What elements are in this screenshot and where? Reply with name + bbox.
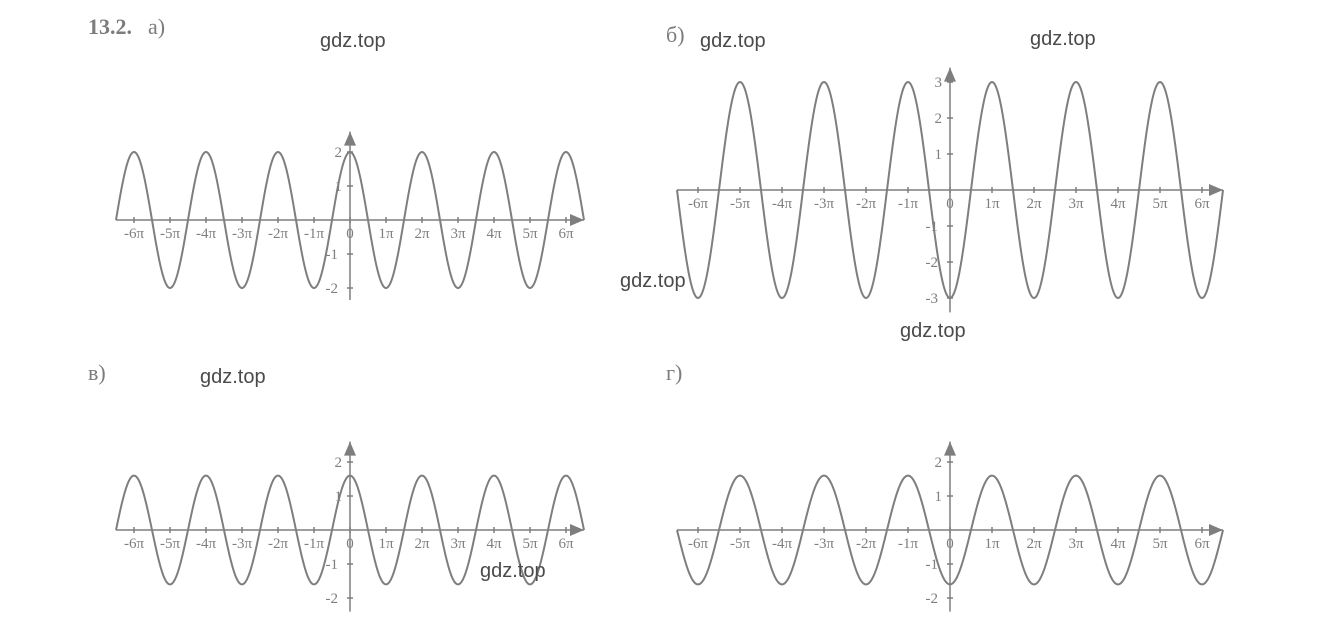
x-tick-label: 4π	[1110, 536, 1126, 552]
x-tick-label: 6π	[1194, 196, 1210, 212]
chart-v: -6π-5π-4π-3π-2π-1π01π2π3π4π5π6π-2-112	[60, 380, 620, 630]
x-tick-label: -3π	[814, 536, 834, 552]
x-tick-label: 5π	[1152, 196, 1168, 212]
x-tick-label: -2π	[268, 226, 288, 242]
x-tick-label: 2π	[414, 226, 430, 242]
x-tick-label: 1π	[984, 196, 1000, 212]
y-tick-label: -2	[326, 281, 339, 297]
x-tick-label: 5π	[522, 226, 538, 242]
y-tick-label: -1	[926, 219, 939, 235]
chart-b: -6π -5π -4π -3π -2π -1π 0 1π 2π 3π 4π 5π 6π -3 -2 -1 1 2 3	[640, 20, 1260, 330]
problem-number: 13.2.	[88, 14, 132, 40]
x-axis-arrow	[570, 524, 584, 536]
y-tick-label: 2	[935, 111, 943, 127]
x-tick-label: -5π	[730, 196, 750, 212]
x-tick-label: -1π	[304, 536, 324, 552]
x-tick-label: -3π	[814, 196, 834, 212]
y-tick-label: -2	[326, 591, 339, 607]
x-tick-label: -2π	[856, 536, 876, 552]
chart-g: -6π-5π-4π-3π-2π-1π01π2π3π4π5π6π-2-112	[640, 380, 1260, 630]
x-tick-label: 3π	[1068, 196, 1084, 212]
x-tick-label: 6π	[558, 536, 574, 552]
x-tick-label: 2π	[1026, 536, 1042, 552]
x-tick-label: 1π	[378, 536, 394, 552]
x-tick-label: 5π	[522, 536, 538, 552]
x-tick-label: -5π	[160, 226, 180, 242]
y-tick-label: 1	[935, 489, 943, 505]
x-tick-label: -3π	[232, 226, 252, 242]
x-tick-label: -1π	[304, 226, 324, 242]
x-axis-arrow	[1209, 184, 1223, 196]
x-tick-label: -4π	[772, 536, 792, 552]
x-tick-label: 0	[346, 226, 354, 242]
y-tick-label: 2	[935, 455, 943, 471]
x-tick-label: -6π	[124, 536, 144, 552]
subplot-label-a: а)	[148, 14, 165, 40]
chart-a: -6π-5π-4π-3π-2π-1π01π2π3π4π5π6π-2-112	[60, 60, 620, 300]
x-tick-label: 3π	[1068, 536, 1084, 552]
x-tick-label: -4π	[196, 536, 216, 552]
x-tick-label: 3π	[450, 226, 466, 242]
x-tick-label: 2π	[1026, 196, 1042, 212]
x-tick-label: 0	[346, 536, 354, 552]
y-axis-arrow	[344, 132, 356, 146]
x-tick-label: -6π	[688, 536, 708, 552]
x-tick-label: 6π	[558, 226, 574, 242]
x-tick-label: -2π	[268, 536, 288, 552]
watermark: gdz.top	[480, 560, 546, 583]
y-tick-label: -3	[926, 291, 939, 307]
y-tick-label: 2	[335, 455, 343, 471]
watermark: gdz.top	[700, 30, 766, 53]
watermark: gdz.top	[620, 270, 686, 293]
watermark: gdz.top	[200, 366, 266, 389]
y-axis-arrow	[344, 442, 356, 456]
watermark: gdz.top	[1030, 28, 1096, 51]
y-tick-label: 3	[935, 75, 943, 91]
x-tick-label: 0	[946, 536, 954, 552]
x-axis-arrow	[1209, 524, 1223, 536]
x-tick-label: 1π	[378, 226, 394, 242]
x-tick-label: 6π	[1194, 536, 1210, 552]
x-tick-label: 5π	[1152, 536, 1168, 552]
x-tick-label: -4π	[196, 226, 216, 242]
x-axis-arrow	[570, 214, 584, 226]
watermark: gdz.top	[900, 320, 966, 343]
x-tick-label: -1π	[898, 536, 918, 552]
x-tick-label: -1π	[898, 196, 918, 212]
x-tick-label: -6π	[688, 196, 708, 212]
y-tick-label: -1	[326, 557, 339, 573]
x-tick-label: -3π	[232, 536, 252, 552]
x-tick-label: 4π	[486, 536, 502, 552]
x-tick-label: -6π	[124, 226, 144, 242]
x-tick-label: 4π	[486, 226, 502, 242]
y-tick-label: 2	[335, 145, 343, 161]
x-tick-label: 0	[946, 196, 954, 212]
y-tick-label: 1	[935, 147, 943, 163]
y-axis-arrow	[944, 68, 956, 82]
x-tick-label: 1π	[984, 536, 1000, 552]
y-axis-arrow	[944, 442, 956, 456]
y-tick-label: -2	[926, 591, 939, 607]
x-tick-label: 3π	[450, 536, 466, 552]
x-tick-label: -4π	[772, 196, 792, 212]
x-tick-label: -5π	[160, 536, 180, 552]
x-tick-label: -2π	[856, 196, 876, 212]
y-tick-label: -2	[926, 255, 939, 271]
watermark: gdz.top	[320, 30, 386, 53]
x-tick-label: 2π	[414, 536, 430, 552]
x-tick-label: -5π	[730, 536, 750, 552]
x-tick-label: 4π	[1110, 196, 1126, 212]
